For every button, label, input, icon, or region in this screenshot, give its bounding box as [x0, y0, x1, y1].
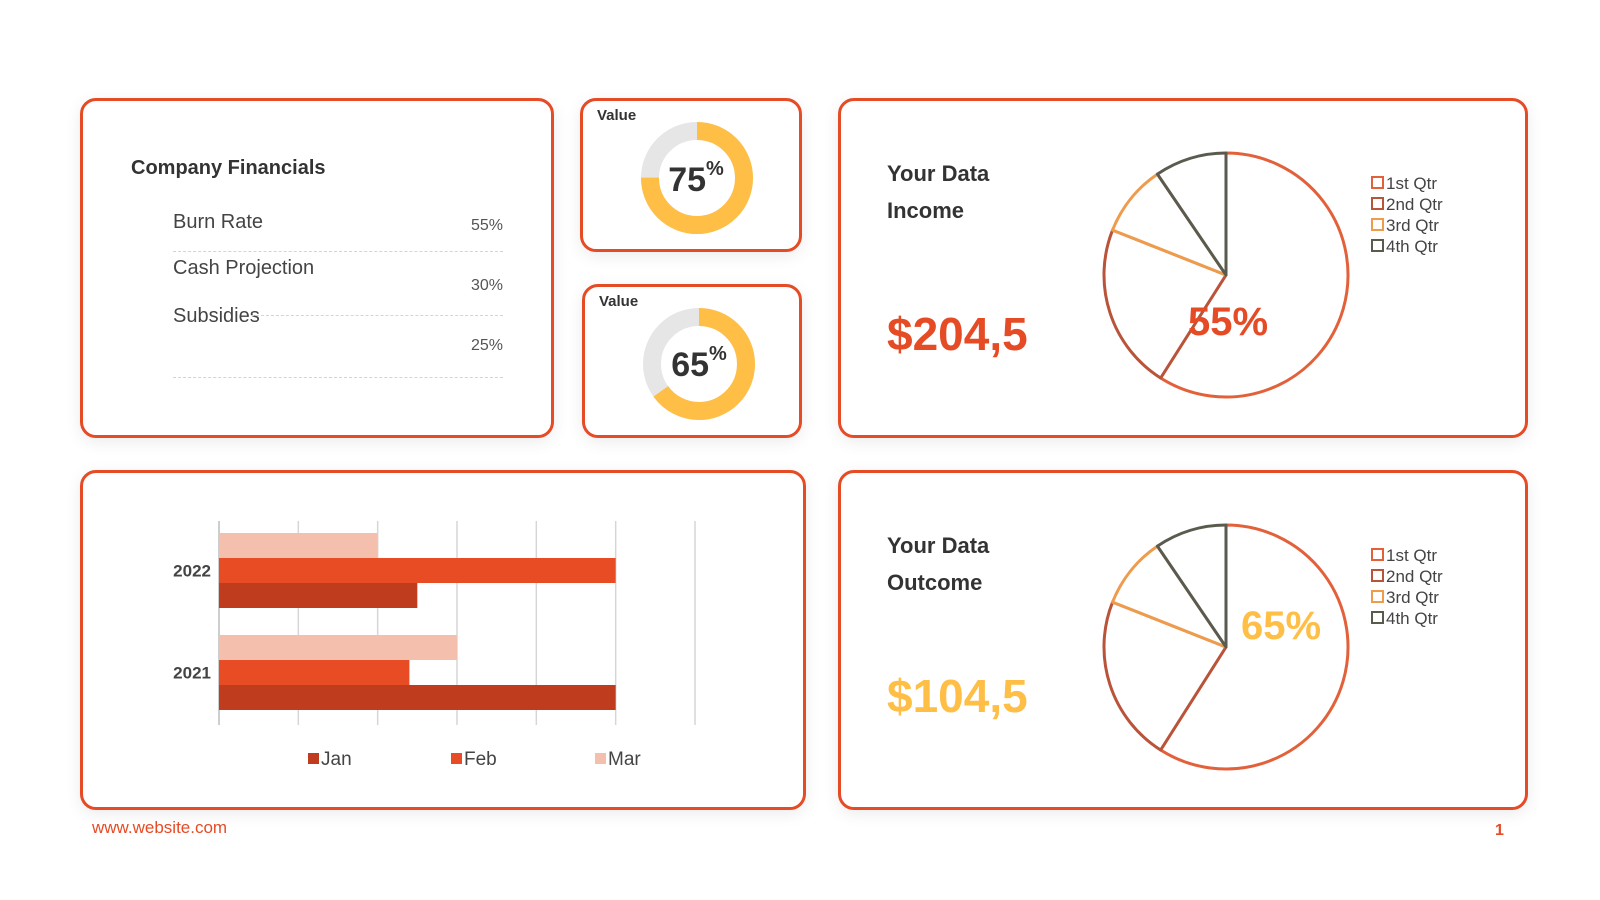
pie-slice-2nd-qtr	[1102, 600, 1228, 752]
category-label: 2021	[173, 664, 211, 683]
financial-value: 55%	[470, 217, 503, 234]
income-pie-chart: 55% 1st Qtr 2nd Qtr 3rd Qtr 4th Qtr	[1102, 151, 1443, 399]
income-amount: $204,5	[887, 308, 1028, 360]
income-card: Your Data Income $204,5 55% 1st Qtr 2nd Qt…	[838, 98, 1528, 438]
legend-label: Mar	[608, 749, 641, 770]
outcome-pie-chart: 65% 1st Qtr 2nd Qtr 3rd Qtr 4th Qtr	[1102, 523, 1443, 771]
donut-ring	[641, 122, 753, 234]
company-financials-card: Company Financials Burn Rate 55% Cash Pr…	[80, 98, 554, 438]
income-heading: Your Data Income	[887, 155, 989, 229]
bar-2021-jan	[219, 685, 616, 710]
category-label: 2022	[173, 562, 211, 581]
donut-label: Value	[599, 293, 639, 310]
legend-swatch	[308, 753, 319, 764]
financial-label: Subsidies	[173, 305, 260, 327]
footer-website-link[interactable]: www.website.com	[92, 818, 228, 837]
legend-swatch	[1371, 239, 1384, 252]
legend-label: 3rd Qtr	[1386, 216, 1439, 235]
legend-swatch	[1371, 569, 1384, 582]
legend-swatch	[1371, 176, 1384, 189]
donut-value-text: 65%	[671, 343, 727, 384]
donut-label: Value	[597, 107, 637, 124]
donut-chart-1: 75%	[641, 122, 753, 234]
legend-label: 3rd Qtr	[1386, 588, 1439, 607]
pie-slice-4th-qtr	[1155, 523, 1228, 649]
legend-label: 4th Qtr	[1386, 609, 1438, 628]
pie-slice-2nd-qtr	[1102, 228, 1228, 380]
legend-label: 1st Qtr	[1386, 546, 1437, 565]
pie-percent-label: 65%	[1241, 604, 1321, 648]
legend-label: Feb	[464, 749, 497, 770]
financials-title: Company Financials	[131, 157, 326, 179]
pie-slice-1st-qtr	[1159, 151, 1350, 399]
value-donut-card-1: Value 75%	[580, 98, 802, 252]
legend-label: 1st Qtr	[1386, 174, 1437, 193]
outcome-amount: $104,5	[887, 670, 1028, 722]
income-heading-line1: Your Data	[887, 161, 990, 186]
bar-2022-mar	[219, 533, 378, 558]
legend-label: Jan	[321, 749, 352, 770]
donut-ring	[643, 308, 755, 420]
bar-2022-feb	[219, 558, 616, 583]
page-number: 1	[1495, 822, 1504, 839]
legend-swatch	[595, 753, 606, 764]
bar-2021-feb	[219, 660, 410, 685]
donut-value-text: 75%	[668, 158, 724, 199]
legend-label: 2nd Qtr	[1386, 195, 1443, 214]
pie-slice-1st-qtr	[1159, 523, 1350, 771]
legend-swatch	[451, 753, 462, 764]
bar-2021-mar	[219, 635, 457, 660]
financial-label: Cash Projection	[173, 257, 315, 279]
financial-label: Burn Rate	[173, 211, 264, 233]
horizontal-bar-chart: 2022 2021 Jan Feb Mar	[173, 521, 696, 770]
outcome-card: Your Data Outcome $104,5 65% 1st Qtr 2nd Q…	[838, 470, 1528, 810]
legend-swatch	[1371, 197, 1384, 210]
legend-label: 2nd Qtr	[1386, 567, 1443, 586]
bar-chart-card: 2022 2021 Jan Feb Mar	[80, 470, 806, 810]
financial-divider	[173, 251, 503, 252]
legend-label: 4th Qtr	[1386, 237, 1438, 256]
legend-swatch	[1371, 611, 1384, 624]
pie-slice-4th-qtr	[1155, 151, 1228, 277]
outcome-heading-line1: Your Data	[887, 533, 990, 558]
pie-percent-label: 55%	[1188, 300, 1268, 344]
financial-value: 30%	[470, 277, 503, 294]
donut-chart-2: 65%	[643, 308, 755, 420]
financial-divider	[251, 315, 503, 316]
financial-value: 25%	[470, 337, 503, 354]
bar-2022-jan	[219, 583, 418, 608]
outcome-heading: Your Data Outcome	[887, 527, 989, 601]
outcome-heading-line2: Outcome	[887, 570, 983, 595]
legend-swatch	[1371, 590, 1384, 603]
income-heading-line2: Income	[887, 198, 965, 223]
value-donut-card-2: Value 65%	[582, 284, 802, 438]
legend-swatch	[1371, 548, 1384, 561]
legend-swatch	[1371, 218, 1384, 231]
financial-divider	[173, 377, 503, 378]
